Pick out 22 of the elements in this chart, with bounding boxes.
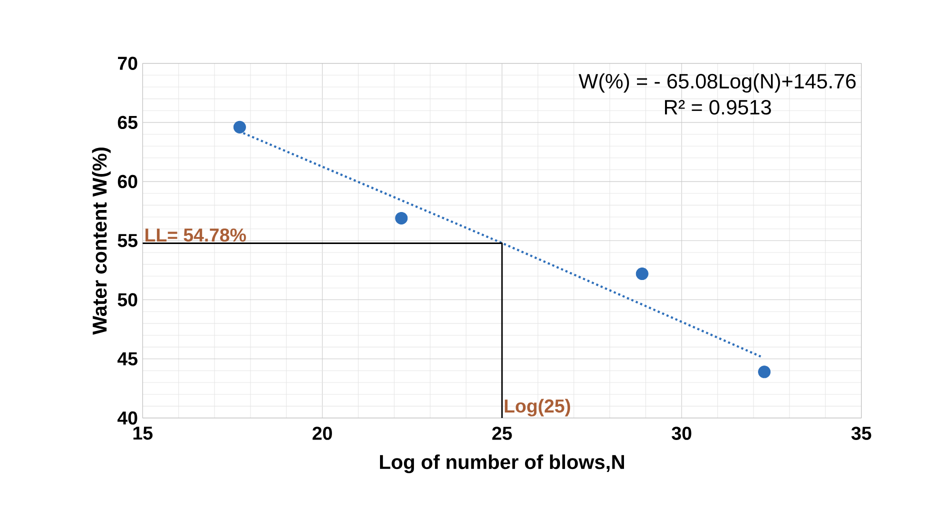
y-tick-label: 45: [117, 352, 138, 366]
point: [395, 212, 408, 224]
y-tick-label: 65: [118, 116, 138, 130]
y-tick-label: 70: [118, 56, 138, 70]
y-tick-label: 60: [118, 174, 138, 188]
annotation: Log(25): [504, 398, 570, 416]
y-tick-label: 40: [117, 411, 138, 425]
x-tick-label: 30: [672, 426, 692, 440]
point: [636, 268, 648, 280]
annotation: W(%) = - 65.08Log(N)+145.76: [578, 73, 856, 93]
y-axis-title: Water content W(%): [92, 148, 111, 335]
x-tick-label: 25: [492, 426, 512, 440]
point: [233, 120, 246, 134]
x-tick-label: 35: [851, 426, 872, 440]
annotation: LL= 54.78%: [146, 228, 246, 242]
y-tick-label: 50: [118, 293, 138, 306]
x-tick-label: 15: [133, 426, 153, 440]
x-axis-title: Log of number of blows,N: [380, 454, 624, 474]
annotation: R² = 0.9513: [665, 100, 771, 115]
x-tick-label: 20: [312, 426, 332, 440]
point: [758, 366, 771, 378]
y-tick-label: 55: [118, 234, 138, 248]
